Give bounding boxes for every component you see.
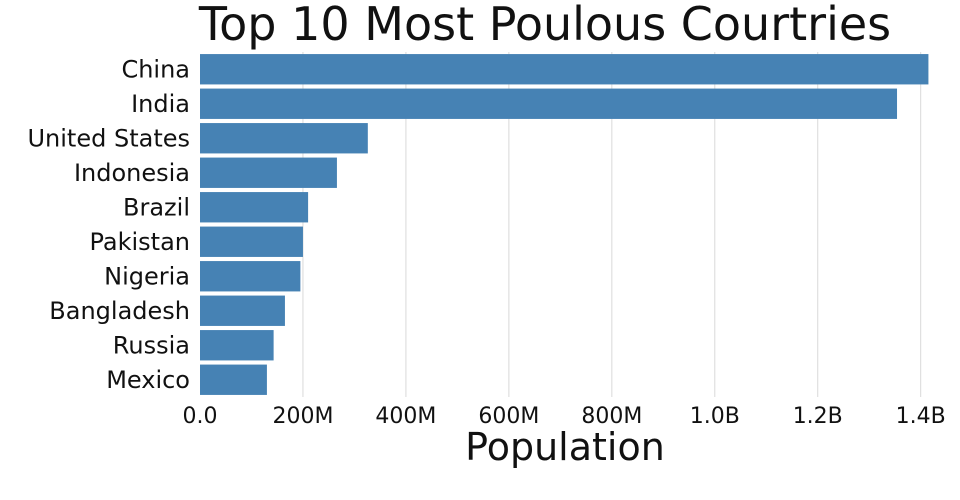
bar-indonesia	[200, 157, 337, 188]
x-tick-label: 1.0B	[690, 404, 740, 429]
category-label: Russia	[113, 331, 190, 359]
x-tick-label: 800M	[581, 404, 642, 429]
bar-bangladesh	[200, 295, 285, 326]
x-tick-label: 1.4B	[896, 404, 946, 429]
x-axis-title: Population	[465, 425, 665, 469]
category-label: India	[131, 90, 190, 118]
bar-nigeria	[200, 261, 301, 292]
x-tick-label: 600M	[478, 404, 539, 429]
x-tick-label: 1.2B	[793, 404, 843, 429]
x-tick-label: 0.0	[183, 404, 218, 429]
category-label: Pakistan	[90, 228, 191, 256]
x-tick-labels: 0.0 200M 400M 600M 800M 1.0B 1.2B 1.4B	[183, 404, 946, 429]
category-labels: China India United States Indonesia Brazil Pa…	[27, 55, 190, 394]
category-label: Indonesia	[74, 159, 190, 187]
bar-pakistan	[200, 226, 303, 257]
bar-russia	[200, 330, 274, 361]
x-tick-label: 200M	[272, 404, 333, 429]
category-label: Brazil	[123, 193, 190, 221]
category-label: United States	[27, 124, 190, 152]
x-tick-label: 400M	[375, 404, 436, 429]
bar-mexico	[200, 364, 267, 395]
category-label: Bangladesh	[49, 297, 190, 325]
chart-title: Top 10 Most Poulous Courtries	[198, 0, 891, 51]
category-label: Mexico	[106, 366, 190, 394]
bar-united-states	[200, 123, 368, 154]
bar-china	[200, 54, 929, 85]
bar-brazil	[200, 192, 309, 223]
category-label: Nigeria	[104, 262, 190, 290]
bars	[200, 54, 929, 395]
bar-india	[200, 88, 898, 119]
category-label: China	[121, 55, 190, 83]
